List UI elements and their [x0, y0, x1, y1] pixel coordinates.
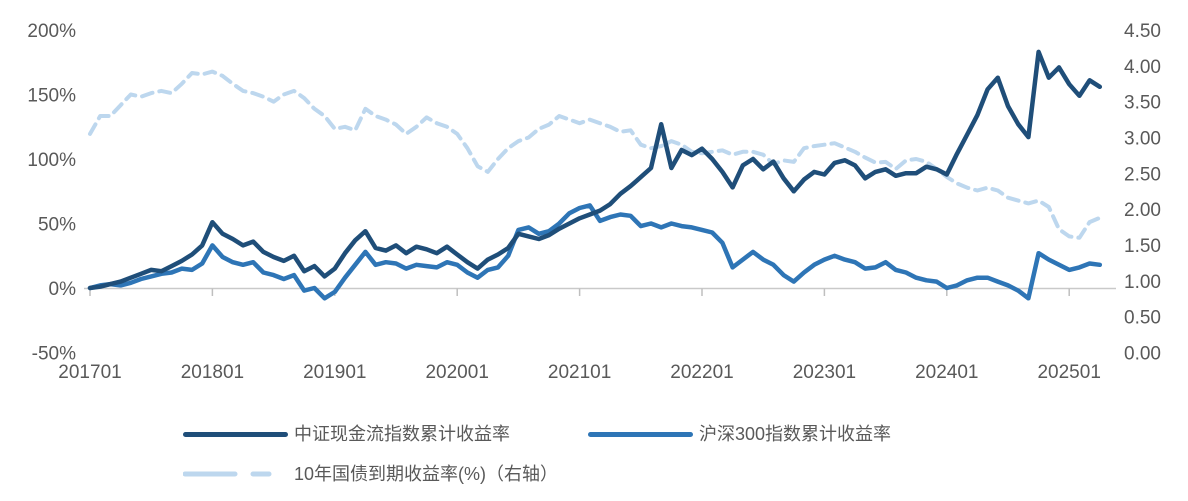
x-axis-tick-label: 202301: [793, 362, 856, 383]
x-axis-tick-label: 201801: [181, 362, 244, 383]
x-axis-tick-label: 202201: [670, 362, 733, 383]
legend-item-treasury-10y: 10年国债到期收益率(%)（右轴）: [183, 465, 558, 483]
right-axis-tick-label: 4.00: [1124, 57, 1161, 78]
x-axis-tick-label: 202001: [425, 362, 488, 383]
treasury-10y-line: [88, 69, 1102, 240]
right-axis-tick-label: 1.50: [1124, 236, 1161, 257]
x-axis-tick-label: 202501: [1037, 362, 1100, 383]
x-axis-tick-label: 202101: [548, 362, 611, 383]
legend-item-csi300: 沪深300指数累计收益率: [588, 425, 891, 443]
right-axis-tick-label: 2.00: [1124, 200, 1161, 221]
right-axis-tick-label: 3.00: [1124, 129, 1161, 150]
legend-label-csi-cashflow: 中证现金流指数累计收益率: [294, 424, 510, 444]
csi300-line: [87, 203, 1103, 301]
right-axis-tick-label: 4.50: [1124, 21, 1161, 42]
right-axis-tick-label: 1.00: [1124, 272, 1161, 293]
right-axis-tick-label: 0.50: [1124, 308, 1161, 329]
left-axis-tick-label: -50%: [32, 344, 76, 365]
right-axis-tick-label: 0.00: [1124, 344, 1161, 365]
x-axis-tick-label: 201701: [58, 362, 121, 383]
right-axis-tick-label: 2.50: [1124, 164, 1161, 185]
left-axis-tick-label: 50%: [38, 215, 76, 236]
left-axis-tick-label: 150%: [27, 86, 76, 107]
left-axis-tick-label: 200%: [27, 21, 76, 42]
left-axis-tick-label: 100%: [27, 150, 76, 171]
legend-label-csi300: 沪深300指数累计收益率: [699, 424, 892, 444]
legend-swatch-csi-cashflow-line: [183, 431, 288, 437]
right-axis-tick-label: 3.50: [1124, 93, 1161, 114]
legend-row-1: 中证现金流指数累计收益率 沪深300指数累计收益率: [183, 425, 891, 443]
csi-cashflow-line: [87, 49, 1103, 291]
legend-item-csi-cashflow: 中证现金流指数累计收益率: [183, 425, 510, 443]
legend-swatch-treasury-dashed-line: [183, 471, 288, 477]
legend-label-treasury-10y: 10年国债到期收益率(%)（右轴）: [294, 464, 559, 484]
line-chart-canvas: 201701 201801 201901 202001 202101 202201 2023…: [27, 21, 1161, 383]
legend-swatch-csi300-line: [588, 431, 693, 437]
x-axis-tick-label: 202401: [915, 362, 978, 383]
legend-row-2: 10年国债到期收益率(%)（右轴）: [183, 465, 558, 483]
left-axis-tick-label: 0%: [49, 279, 77, 300]
x-axis-tick-label: 201901: [303, 362, 366, 383]
